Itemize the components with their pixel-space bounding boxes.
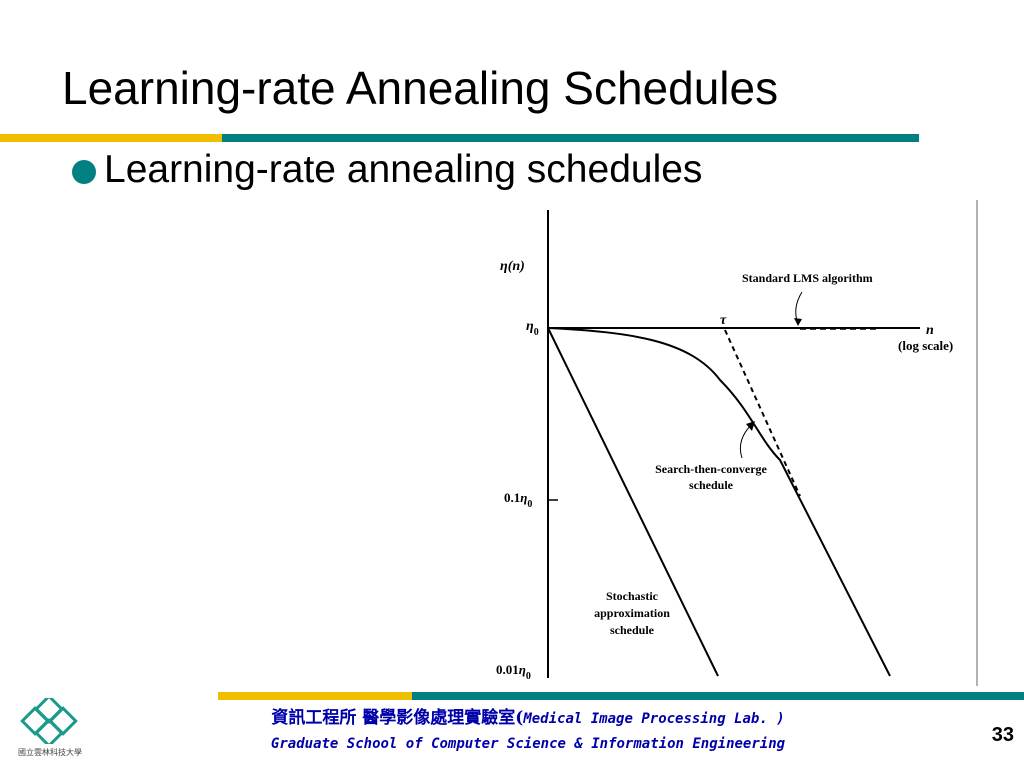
stc-arrowhead (746, 421, 755, 431)
tick-label-01-sub: 0 (527, 499, 532, 510)
footer-lab-name-zh: 資訊工程所 醫學影像處理實驗室( (271, 708, 524, 728)
footer-rule-yellow (218, 692, 412, 700)
stochastic-approximation-curve (547, 327, 719, 677)
tau-dashed-line (724, 329, 801, 497)
stc-annotation-arrow (739, 423, 753, 459)
tick-label-001-sub: 0 (526, 671, 531, 682)
bullet-text: Learning-rate annealing schedules (104, 148, 703, 191)
x-axis-scale-label: (log scale) (898, 338, 953, 353)
footer-lab-name: 資訊工程所 醫學影像處理實驗室(Medical Image Processing… (188, 706, 868, 731)
annotation-sa-line1: Stochastic (606, 589, 659, 603)
slide-title: Learning-rate Annealing Schedules (62, 62, 779, 114)
tick-label-001-eta: η (519, 662, 526, 677)
logo-caption: 國立雲林科技大學 (18, 748, 82, 757)
x-axis-label: n (926, 323, 934, 338)
svg-text:η(n): η(n) (500, 259, 525, 274)
annotation-stc-line1: Search-then-converge (655, 462, 767, 476)
lms-arrowhead (794, 318, 802, 326)
bullet-icon (72, 160, 96, 184)
svg-text:η0: η0 (526, 319, 539, 338)
tick-label-01-eta: η (520, 490, 527, 505)
page-number: 33 (991, 724, 1014, 746)
annealing-schedule-figure: η(n) η0 0.1η0 0.01η0 n (log scale) τ Sta… (480, 200, 980, 686)
tau-label: τ (720, 313, 727, 328)
title-rule-teal (222, 134, 919, 142)
tick-label-eta0: η (526, 319, 534, 334)
svg-text:0.1η0: 0.1η0 (504, 490, 532, 510)
annotation-sa-line3: schedule (610, 623, 655, 637)
y-axis-label: η (500, 259, 508, 274)
tick-label-001: 0.01 (496, 662, 519, 677)
footer-school-name: Graduate School of Computer Science & In… (270, 736, 786, 752)
footer-rule-teal (412, 692, 1024, 700)
title-rule-yellow (0, 134, 222, 142)
tick-label-eta0-sub: 0 (534, 327, 539, 338)
search-then-converge-curve (547, 327, 891, 677)
svg-text:0.01η0: 0.01η0 (496, 662, 531, 682)
annotation-stc-line2: schedule (689, 478, 734, 492)
university-logo-icon (14, 694, 84, 748)
tick-label-01: 0.1 (504, 490, 520, 505)
annotation-lms: Standard LMS algorithm (742, 271, 873, 285)
y-axis-label-suffix: (n) (508, 259, 525, 274)
annotation-sa-line2: approximation (594, 606, 670, 620)
footer-lab-name-en: Medical Image Processing Lab. ) (523, 711, 785, 727)
